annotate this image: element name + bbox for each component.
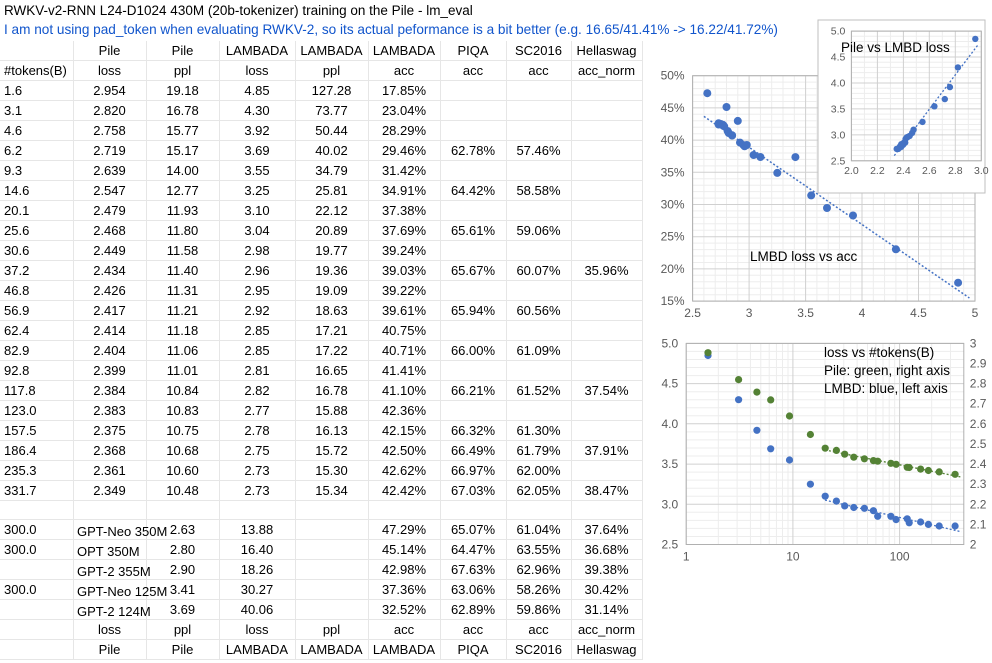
svg-text:2.5: 2.5 — [662, 538, 679, 552]
svg-text:100: 100 — [890, 550, 910, 564]
svg-text:3: 3 — [746, 306, 753, 320]
svg-text:3.0: 3.0 — [662, 497, 679, 511]
svg-text:2.4: 2.4 — [970, 457, 987, 471]
svg-text:2.6: 2.6 — [922, 165, 937, 177]
svg-text:4.0: 4.0 — [831, 78, 846, 90]
svg-text:15%: 15% — [661, 294, 685, 308]
svg-text:2.1: 2.1 — [970, 517, 987, 531]
svg-text:LMBD loss vs acc: LMBD loss vs acc — [750, 249, 858, 264]
svg-text:2.6: 2.6 — [970, 417, 987, 431]
svg-text:3.0: 3.0 — [831, 129, 846, 141]
svg-text:4.5: 4.5 — [910, 306, 927, 320]
svg-text:50%: 50% — [661, 69, 685, 83]
svg-text:1: 1 — [683, 550, 690, 564]
svg-text:3: 3 — [970, 336, 977, 350]
svg-text:2.8: 2.8 — [948, 165, 963, 177]
svg-text:45%: 45% — [661, 101, 685, 115]
svg-text:3.0: 3.0 — [974, 165, 989, 177]
svg-text:5.0: 5.0 — [662, 336, 679, 350]
svg-text:2.8: 2.8 — [970, 377, 987, 391]
svg-text:2.5: 2.5 — [684, 306, 701, 320]
svg-text:2.0: 2.0 — [844, 165, 859, 177]
svg-text:Pile vs LMBD loss: Pile vs LMBD loss — [841, 40, 950, 55]
svg-text:2: 2 — [970, 538, 977, 552]
svg-text:3.5: 3.5 — [797, 306, 814, 320]
svg-text:2.9: 2.9 — [970, 357, 987, 371]
svg-text:3.5: 3.5 — [662, 457, 679, 471]
svg-text:loss vs #tokens(B): loss vs #tokens(B) — [824, 345, 934, 360]
svg-text:5.0: 5.0 — [831, 26, 846, 38]
svg-text:2.2: 2.2 — [970, 497, 987, 511]
svg-text:40%: 40% — [661, 133, 685, 147]
svg-text:2.4: 2.4 — [896, 165, 911, 177]
svg-text:5: 5 — [972, 306, 979, 320]
svg-text:20%: 20% — [661, 262, 685, 276]
svg-text:4.5: 4.5 — [662, 377, 679, 391]
svg-text:10: 10 — [786, 550, 800, 564]
svg-text:LMBD: blue, left axis: LMBD: blue, left axis — [824, 381, 948, 396]
svg-text:4.0: 4.0 — [662, 417, 679, 431]
svg-text:4: 4 — [859, 306, 866, 320]
svg-text:2.7: 2.7 — [970, 397, 987, 411]
svg-text:3.5: 3.5 — [831, 103, 846, 115]
svg-text:30%: 30% — [661, 198, 685, 212]
svg-text:2.5: 2.5 — [970, 437, 987, 451]
svg-text:35%: 35% — [661, 165, 685, 179]
svg-text:2.2: 2.2 — [870, 165, 885, 177]
svg-text:Pile: green, right axis: Pile: green, right axis — [824, 363, 950, 378]
svg-text:2.3: 2.3 — [970, 477, 987, 491]
svg-text:25%: 25% — [661, 230, 685, 244]
